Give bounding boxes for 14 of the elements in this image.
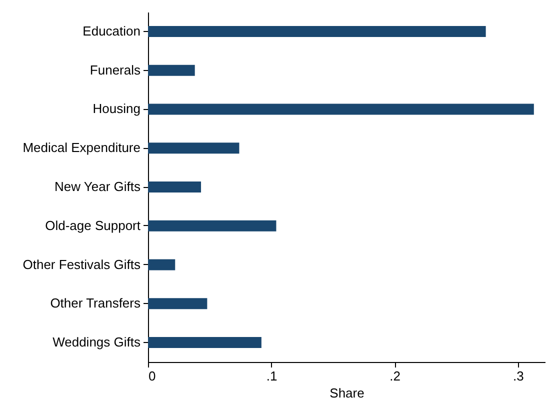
- y-tick-label: Old-age Support: [45, 218, 141, 233]
- y-tick-label: Housing: [92, 101, 140, 116]
- y-tick-label: Funerals: [90, 62, 141, 78]
- y-tick-label: Other Transfers: [50, 296, 141, 311]
- x-tick-label: .1: [266, 368, 278, 384]
- x-tick-label: .2: [390, 368, 401, 384]
- y-tick-label: Other Festivals Gifts: [22, 256, 141, 272]
- x-tick-label: .3: [512, 368, 524, 384]
- x-tick-label: 0: [148, 368, 156, 384]
- y-tick-label: Weddings Gifts: [52, 334, 141, 350]
- x-axis-title: Share: [330, 386, 364, 400]
- y-tick-label: Medical Expenditure: [22, 140, 140, 156]
- y-tick-label: Education: [82, 23, 140, 38]
- y-tick-label: New Year Gifts: [54, 179, 141, 194]
